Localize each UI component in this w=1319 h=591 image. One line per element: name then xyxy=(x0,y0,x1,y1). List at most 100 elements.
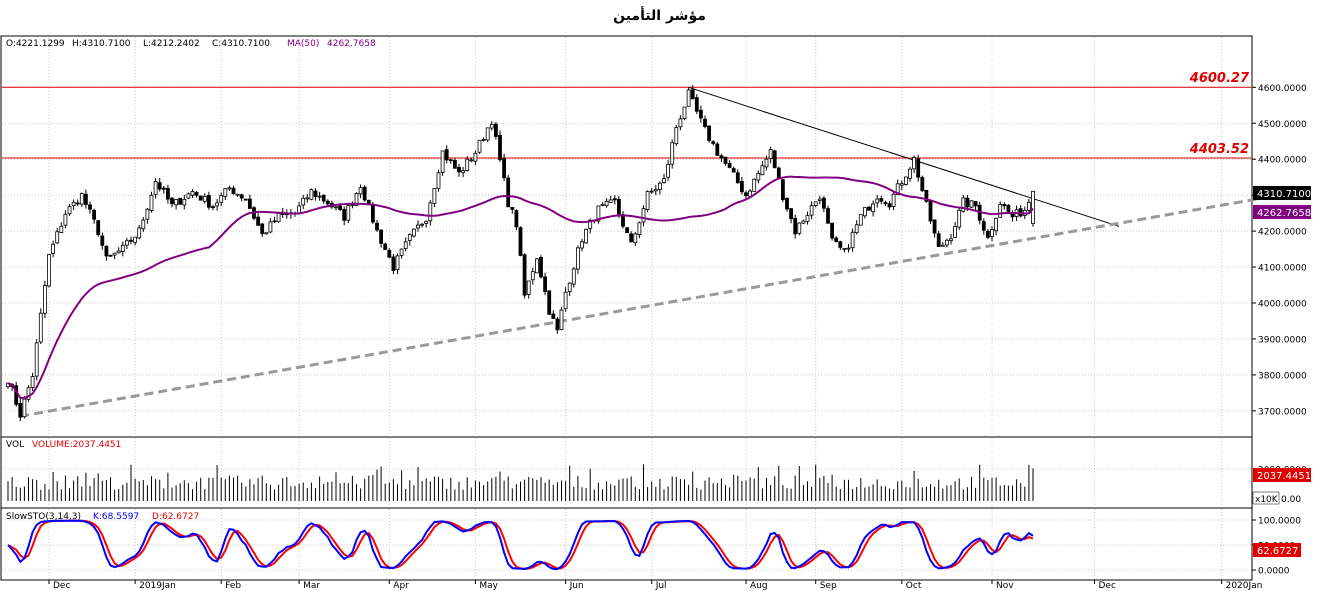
candle-body xyxy=(354,192,359,206)
candle-body xyxy=(165,188,170,200)
candle-body xyxy=(694,97,699,112)
candle-body xyxy=(526,280,531,295)
candle-body xyxy=(522,254,527,296)
candle-body xyxy=(161,187,166,190)
candle-body xyxy=(781,179,785,200)
candle-body xyxy=(325,200,330,205)
stochastic-pane[interactable] xyxy=(0,507,1253,581)
time-tick-label: 2019Jan xyxy=(139,581,176,591)
candle-body xyxy=(715,143,720,156)
candle-body xyxy=(994,217,998,232)
candle-body xyxy=(850,231,855,249)
candle-body xyxy=(740,181,744,193)
candle-body xyxy=(986,230,990,238)
candle-body xyxy=(600,203,605,206)
candle-body xyxy=(256,216,261,226)
candle-body xyxy=(137,227,142,239)
trendlines xyxy=(20,86,1259,418)
candle-body xyxy=(51,243,55,254)
candle-body xyxy=(67,206,72,215)
price-pane[interactable] xyxy=(0,35,1253,438)
candle-body xyxy=(75,202,80,205)
candle-body xyxy=(699,109,703,119)
candle-body xyxy=(846,247,851,250)
candle-body xyxy=(448,159,453,162)
candle-body xyxy=(817,198,822,201)
candle-body xyxy=(47,254,51,287)
candle-body xyxy=(1031,190,1035,224)
candle-body xyxy=(264,232,269,235)
candle-body xyxy=(489,123,494,129)
ma50-line xyxy=(7,175,1034,400)
price-tick-label: 3800.0000 xyxy=(1258,371,1307,381)
candle-body xyxy=(576,247,580,270)
candle-body xyxy=(719,155,724,159)
price-tick-label: 4200.0000 xyxy=(1258,228,1307,238)
candle-body xyxy=(920,176,925,192)
candle-body xyxy=(653,188,658,192)
candle-body xyxy=(858,214,863,226)
candle-body xyxy=(822,197,826,209)
candle-body xyxy=(79,193,84,205)
resistance-lines xyxy=(2,86,1251,159)
candle-body xyxy=(711,141,716,144)
volume-unit-box xyxy=(1252,491,1280,505)
candle-body xyxy=(92,209,96,220)
candle-body xyxy=(424,220,429,224)
candle-body xyxy=(875,198,880,204)
candle-body xyxy=(727,162,732,168)
candle-body xyxy=(563,291,568,310)
ohlc-close: C:4310.7100 xyxy=(212,39,270,49)
stoch-label: SlowSTO(3,14,3) xyxy=(6,512,81,522)
candle-body xyxy=(34,342,39,377)
candle-body xyxy=(174,199,179,206)
candle-body xyxy=(473,152,478,162)
candle-body xyxy=(686,89,691,107)
candle-body xyxy=(604,200,609,207)
candle-body xyxy=(375,222,379,231)
candle-body xyxy=(625,227,629,233)
time-tick-label: Feb xyxy=(225,581,241,591)
candle-body xyxy=(38,312,43,343)
resistance-label: 4403.52 xyxy=(1189,142,1249,157)
candle-body xyxy=(690,89,695,100)
candle-body xyxy=(936,233,941,247)
candle-body xyxy=(633,233,638,244)
candle-body xyxy=(358,187,363,195)
candle-body xyxy=(612,198,617,201)
candle-body xyxy=(764,158,769,168)
candle-body xyxy=(84,193,88,205)
candle-body xyxy=(502,158,507,179)
candle-body xyxy=(555,318,560,331)
candle-body xyxy=(641,208,646,223)
candle-body xyxy=(182,199,187,206)
candle-body xyxy=(506,177,511,208)
candle-body xyxy=(116,250,121,254)
candle-body xyxy=(932,219,937,234)
candle-body xyxy=(387,249,392,258)
candle-body xyxy=(756,172,761,181)
candle-body xyxy=(678,118,683,128)
candle-body xyxy=(399,248,404,256)
time-tick-label: Jul xyxy=(655,581,667,591)
candle-body xyxy=(940,244,945,247)
candle-body xyxy=(223,188,228,197)
candle-body xyxy=(272,220,277,223)
candle-body xyxy=(100,235,105,246)
candle-body xyxy=(239,194,244,199)
candle-body xyxy=(731,168,736,173)
candle-body xyxy=(752,178,757,192)
candle-body xyxy=(518,227,523,256)
candle-body xyxy=(395,255,400,271)
candle-body xyxy=(55,231,60,244)
resistance-labels: 4600.27 4403.52 xyxy=(1189,71,1250,157)
candle-body xyxy=(206,195,211,208)
candle-body xyxy=(481,139,486,141)
candle-body xyxy=(88,204,92,210)
time-tick-label: Dec xyxy=(1099,581,1116,591)
candle-body xyxy=(768,149,773,160)
candle-body xyxy=(899,183,904,186)
candle-body xyxy=(215,202,220,207)
candle-body xyxy=(313,190,318,197)
